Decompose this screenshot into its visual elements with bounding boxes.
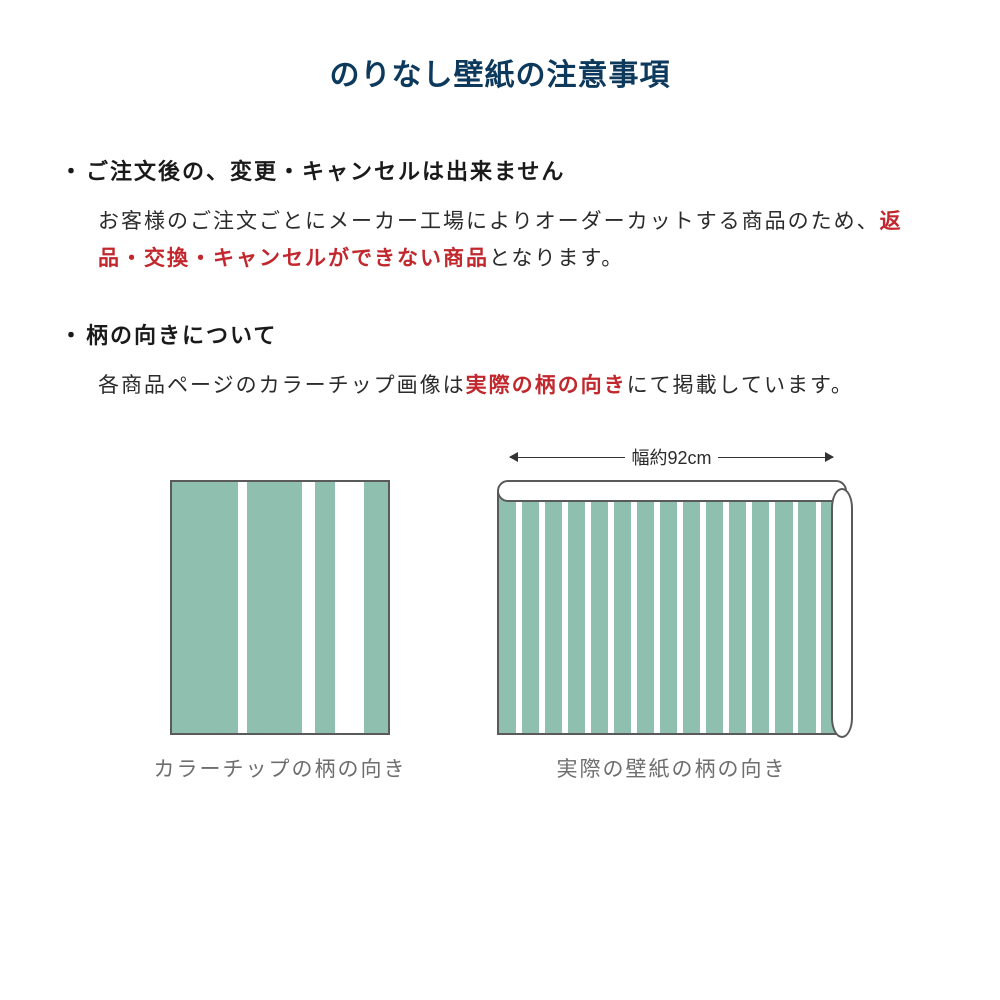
section-pattern: 柄の向きについて 各商品ページのカラーチップ画像は実際の柄の向きにて掲載していま… [60,318,940,405]
page-title: のりなし壁紙の注意事項 [60,50,940,94]
section-body: 各商品ページのカラーチップ画像は実際の柄の向きにて掲載しています。 [60,368,940,405]
wallpaper-roll-diagram: 幅約92cm 実際の壁紙の柄の向き [497,444,847,783]
width-label: 幅約92cm [631,444,711,470]
diagram-row: カラーチップの柄の向き 幅約92cm 実際の壁紙の柄の向き [60,444,940,783]
wallpaper-roll [497,480,847,735]
color-chip-diagram: カラーチップの柄の向き [154,480,407,783]
color-chip-swatch [170,480,390,735]
section-cancel: ご注文後の、変更・キャンセルは出来ません お客様のご注文ごとにメーカー工場により… [60,154,940,278]
section-heading: ご注文後の、変更・キャンセルは出来ません [60,154,940,186]
diagram-caption: カラーチップの柄の向き [154,753,407,783]
width-indicator: 幅約92cm [510,444,832,470]
diagram-caption: 実際の壁紙の柄の向き [557,753,787,783]
section-heading: 柄の向きについて [60,318,940,350]
section-body: お客様のご注文ごとにメーカー工場によりオーダーカットする商品のため、返品・交換・… [60,204,940,278]
